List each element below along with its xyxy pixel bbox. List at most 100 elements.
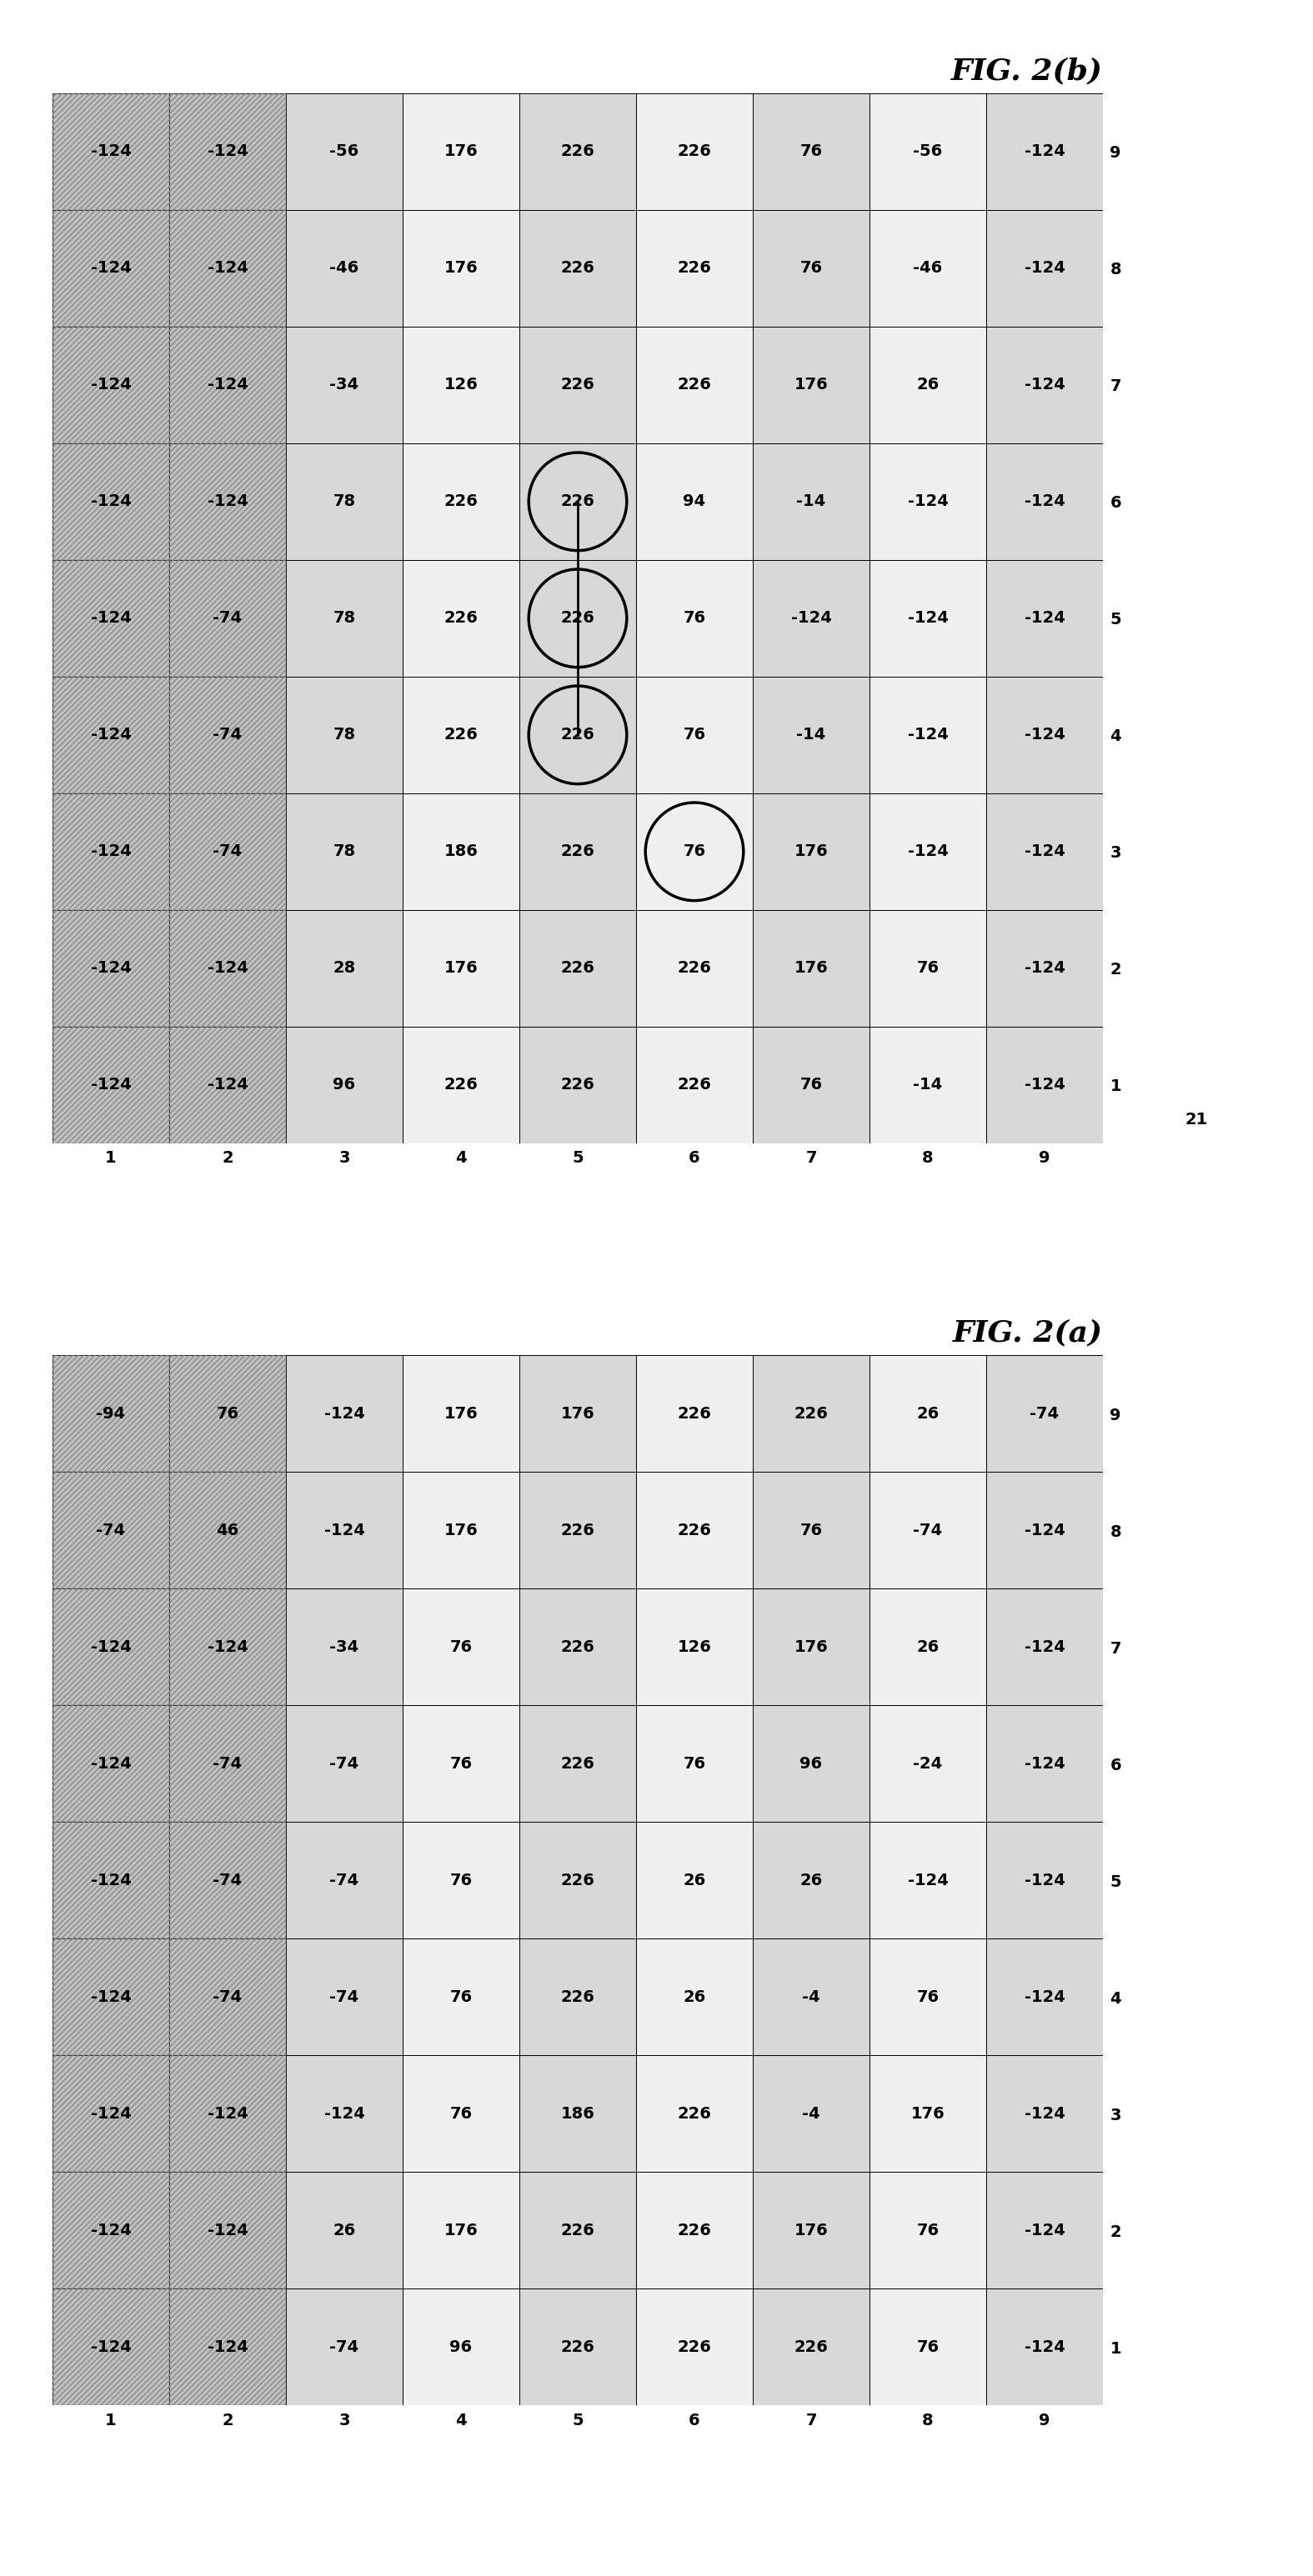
Bar bbox=[986, 677, 1103, 793]
Text: -46: -46 bbox=[330, 260, 358, 276]
Text: -124: -124 bbox=[1024, 144, 1065, 160]
Bar bbox=[286, 327, 403, 443]
Bar bbox=[169, 1821, 286, 1940]
Text: 26: 26 bbox=[916, 1638, 939, 1654]
Text: -124: -124 bbox=[1024, 845, 1065, 860]
Bar bbox=[169, 1471, 286, 1589]
Bar bbox=[520, 1821, 635, 1940]
Text: 78: 78 bbox=[334, 495, 356, 510]
Bar bbox=[635, 793, 752, 909]
Text: 96: 96 bbox=[800, 1757, 822, 1772]
Text: 26: 26 bbox=[683, 1873, 706, 1888]
Bar bbox=[53, 1028, 169, 1144]
Text: -34: -34 bbox=[330, 376, 358, 392]
Bar bbox=[403, 677, 520, 793]
Bar bbox=[53, 559, 169, 677]
Bar bbox=[403, 1471, 520, 1589]
Bar bbox=[520, 2172, 635, 2290]
Bar bbox=[869, 1355, 986, 1471]
Text: -124: -124 bbox=[1024, 1077, 1065, 1092]
Text: 76: 76 bbox=[683, 611, 706, 626]
Text: -4: -4 bbox=[802, 1989, 821, 2004]
Text: 78: 78 bbox=[334, 726, 356, 742]
Text: -124: -124 bbox=[207, 260, 248, 276]
Text: 176: 176 bbox=[444, 961, 478, 976]
Bar bbox=[869, 2172, 986, 2290]
Bar bbox=[869, 1940, 986, 2056]
Bar bbox=[53, 2290, 169, 2406]
Bar bbox=[752, 793, 869, 909]
Text: 226: 226 bbox=[561, 144, 595, 160]
Text: -124: -124 bbox=[1024, 961, 1065, 976]
Bar bbox=[635, 1355, 752, 1471]
Bar bbox=[869, 1705, 986, 1821]
Bar bbox=[403, 1940, 520, 2056]
Text: 76: 76 bbox=[800, 260, 822, 276]
Bar bbox=[635, 2172, 752, 2290]
Bar bbox=[286, 443, 403, 559]
Bar bbox=[169, 1028, 286, 1144]
Bar bbox=[869, 443, 986, 559]
Text: -124: -124 bbox=[91, 1077, 131, 1092]
Bar bbox=[286, 1355, 403, 1471]
Text: 226: 226 bbox=[678, 2107, 712, 2123]
Text: -124: -124 bbox=[207, 144, 248, 160]
Bar bbox=[869, 793, 986, 909]
Text: -124: -124 bbox=[907, 611, 948, 626]
Text: 26: 26 bbox=[916, 1406, 939, 1422]
Text: -124: -124 bbox=[207, 2223, 248, 2239]
Bar bbox=[169, 443, 286, 559]
Bar bbox=[169, 1028, 286, 1144]
Bar bbox=[869, 677, 986, 793]
Text: 78: 78 bbox=[334, 845, 356, 860]
Text: -74: -74 bbox=[330, 2339, 358, 2354]
Bar bbox=[635, 1940, 752, 2056]
Text: 226: 226 bbox=[678, 144, 712, 160]
Text: -124: -124 bbox=[1024, 2339, 1065, 2354]
Text: -124: -124 bbox=[91, 2223, 131, 2239]
Text: -124: -124 bbox=[91, 1757, 131, 1772]
Text: -124: -124 bbox=[1024, 611, 1065, 626]
Bar bbox=[53, 327, 169, 443]
Bar bbox=[752, 209, 869, 327]
Bar bbox=[169, 209, 286, 327]
Text: 176: 176 bbox=[911, 2107, 945, 2123]
Bar bbox=[53, 1355, 169, 1471]
Bar bbox=[403, 2290, 520, 2406]
Bar bbox=[53, 93, 169, 209]
Text: 226: 226 bbox=[444, 611, 478, 626]
Text: -124: -124 bbox=[1024, 495, 1065, 510]
Bar bbox=[53, 1355, 169, 1471]
Bar bbox=[286, 93, 403, 209]
Text: 226: 226 bbox=[561, 1522, 595, 1538]
Bar bbox=[53, 909, 169, 1028]
Bar bbox=[752, 1355, 869, 1471]
Text: 226: 226 bbox=[561, 1873, 595, 1888]
Text: -124: -124 bbox=[91, 2339, 131, 2354]
Bar bbox=[520, 2056, 635, 2172]
Bar bbox=[403, 327, 520, 443]
Text: -124: -124 bbox=[207, 2339, 248, 2354]
Bar bbox=[169, 793, 286, 909]
Text: 226: 226 bbox=[678, 961, 712, 976]
Bar bbox=[169, 909, 286, 1028]
Bar bbox=[752, 93, 869, 209]
Bar bbox=[635, 209, 752, 327]
Text: 226: 226 bbox=[678, 2223, 712, 2239]
Bar bbox=[169, 93, 286, 209]
Bar bbox=[53, 909, 169, 1028]
Bar bbox=[635, 2056, 752, 2172]
Text: 46: 46 bbox=[217, 1522, 239, 1538]
Text: FIG. 2(a): FIG. 2(a) bbox=[953, 1319, 1103, 1347]
Text: -124: -124 bbox=[207, 2107, 248, 2123]
Text: 176: 176 bbox=[444, 144, 478, 160]
Bar bbox=[53, 443, 169, 559]
Text: 76: 76 bbox=[916, 2339, 939, 2354]
Bar bbox=[286, 1821, 403, 1940]
Bar bbox=[869, 2290, 986, 2406]
Text: -124: -124 bbox=[907, 495, 948, 510]
Text: -124: -124 bbox=[1024, 2107, 1065, 2123]
Bar bbox=[635, 2290, 752, 2406]
Text: -124: -124 bbox=[91, 845, 131, 860]
Text: 176: 176 bbox=[561, 1406, 595, 1422]
